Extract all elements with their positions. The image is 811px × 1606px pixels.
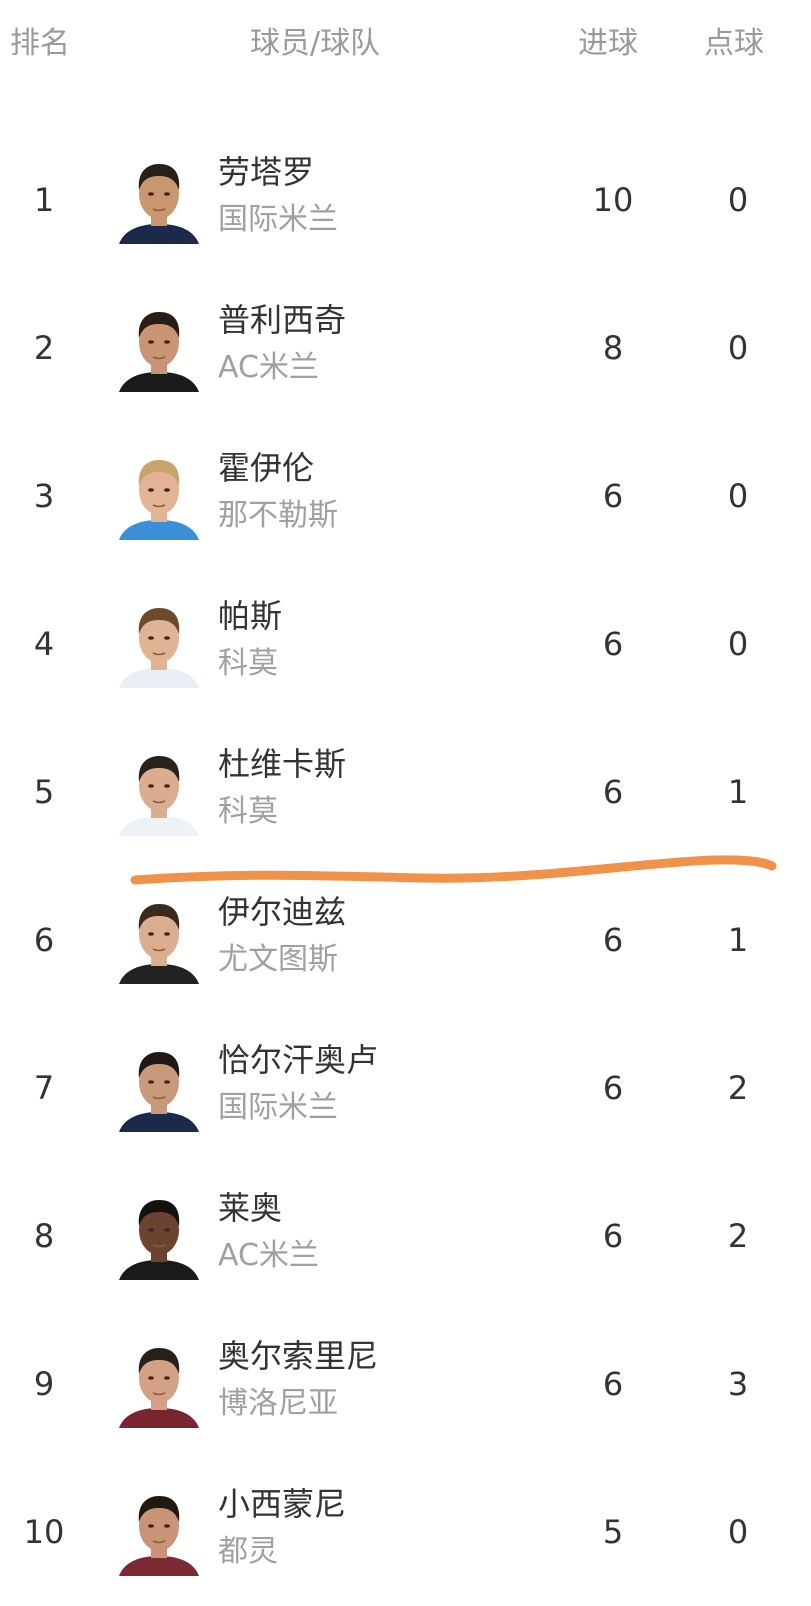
header-goals: 进球	[578, 26, 638, 61]
rank-cell: 10	[23, 1513, 65, 1551]
player-name[interactable]: 莱奥	[218, 1189, 283, 1227]
player-name[interactable]: 普利西奇	[218, 301, 347, 339]
table-row[interactable]: 7 恰尔汗奥卢 国际米兰 6 2	[0, 1014, 811, 1162]
table-row[interactable]: 10 小西蒙尼 都灵 5 0	[0, 1458, 811, 1606]
penalties-cell: 0	[727, 625, 749, 663]
header-rank: 排名	[10, 26, 70, 61]
player-avatar	[119, 1348, 199, 1428]
penalties-cell: 0	[727, 1513, 749, 1551]
penalties-cell: 2	[727, 1069, 749, 1107]
player-name[interactable]: 恰尔汗奥卢	[218, 1041, 379, 1079]
rank-cell: 7	[33, 1069, 55, 1107]
player-avatar	[119, 904, 199, 984]
team-name[interactable]: 博洛尼亚	[218, 1386, 338, 1421]
rank-cell: 4	[33, 625, 55, 663]
player-avatar	[119, 608, 199, 688]
player-avatar	[119, 460, 199, 540]
table-row[interactable]: 5 杜维卡斯 科莫 6 1	[0, 718, 811, 866]
penalties-cell: 0	[727, 477, 749, 515]
table-row[interactable]: 1 劳塔罗 国际米兰 10 0	[0, 126, 811, 274]
team-name[interactable]: AC米兰	[218, 1238, 319, 1273]
team-name[interactable]: 那不勒斯	[218, 498, 338, 533]
player-avatar	[119, 312, 199, 392]
goals-cell: 6	[602, 1217, 624, 1255]
table-row[interactable]: 8 莱奥 AC米兰 6 2	[0, 1162, 811, 1310]
team-name[interactable]: 尤文图斯	[218, 942, 338, 977]
table-row[interactable]: 3 霍伊伦 那不勒斯 6 0	[0, 422, 811, 570]
goals-cell: 6	[602, 773, 624, 811]
rank-cell: 1	[33, 181, 55, 219]
team-name[interactable]: 国际米兰	[218, 1090, 338, 1125]
goals-cell: 6	[602, 477, 624, 515]
goals-cell: 6	[602, 1069, 624, 1107]
player-name[interactable]: 奥尔索里尼	[218, 1337, 379, 1375]
penalties-cell: 1	[727, 921, 749, 959]
rank-cell: 3	[33, 477, 55, 515]
player-name[interactable]: 杜维卡斯	[218, 745, 347, 783]
team-name[interactable]: 国际米兰	[218, 202, 338, 237]
player-name[interactable]: 帕斯	[218, 597, 283, 635]
player-avatar	[119, 1496, 199, 1576]
player-avatar	[119, 1200, 199, 1280]
penalties-cell: 1	[727, 773, 749, 811]
player-name[interactable]: 霍伊伦	[218, 449, 315, 487]
player-avatar	[119, 756, 199, 836]
goals-cell: 6	[602, 625, 624, 663]
rank-cell: 5	[33, 773, 55, 811]
table-row[interactable]: 4 帕斯 科莫 6 0	[0, 570, 811, 718]
player-name[interactable]: 小西蒙尼	[218, 1485, 347, 1523]
penalties-cell: 3	[727, 1365, 749, 1403]
rank-cell: 9	[33, 1365, 55, 1403]
team-name[interactable]: 都灵	[218, 1534, 278, 1569]
rank-cell: 2	[33, 329, 55, 367]
penalties-cell: 0	[727, 329, 749, 367]
rank-cell: 6	[33, 921, 55, 959]
player-avatar	[119, 164, 199, 244]
player-name[interactable]: 劳塔罗	[218, 153, 315, 191]
table-row[interactable]: 9 奥尔索里尼 博洛尼亚 6 3	[0, 1310, 811, 1458]
goals-cell: 5	[602, 1513, 624, 1551]
team-name[interactable]: 科莫	[218, 794, 278, 829]
rank-cell: 8	[33, 1217, 55, 1255]
penalties-cell: 2	[727, 1217, 749, 1255]
goals-cell: 10	[592, 181, 634, 219]
header-penalties: 点球	[704, 26, 764, 61]
goals-cell: 8	[602, 329, 624, 367]
table-row[interactable]: 2 普利西奇 AC米兰 8 0	[0, 274, 811, 422]
goals-cell: 6	[602, 921, 624, 959]
header-player-team: 球员/球队	[250, 26, 381, 61]
team-name[interactable]: AC米兰	[218, 350, 319, 385]
penalties-cell: 0	[727, 181, 749, 219]
player-name[interactable]: 伊尔迪兹	[218, 893, 347, 931]
goals-cell: 6	[602, 1365, 624, 1403]
player-avatar	[119, 1052, 199, 1132]
team-name[interactable]: 科莫	[218, 646, 278, 681]
table-row[interactable]: 6 伊尔迪兹 尤文图斯 6 1	[0, 866, 811, 1014]
